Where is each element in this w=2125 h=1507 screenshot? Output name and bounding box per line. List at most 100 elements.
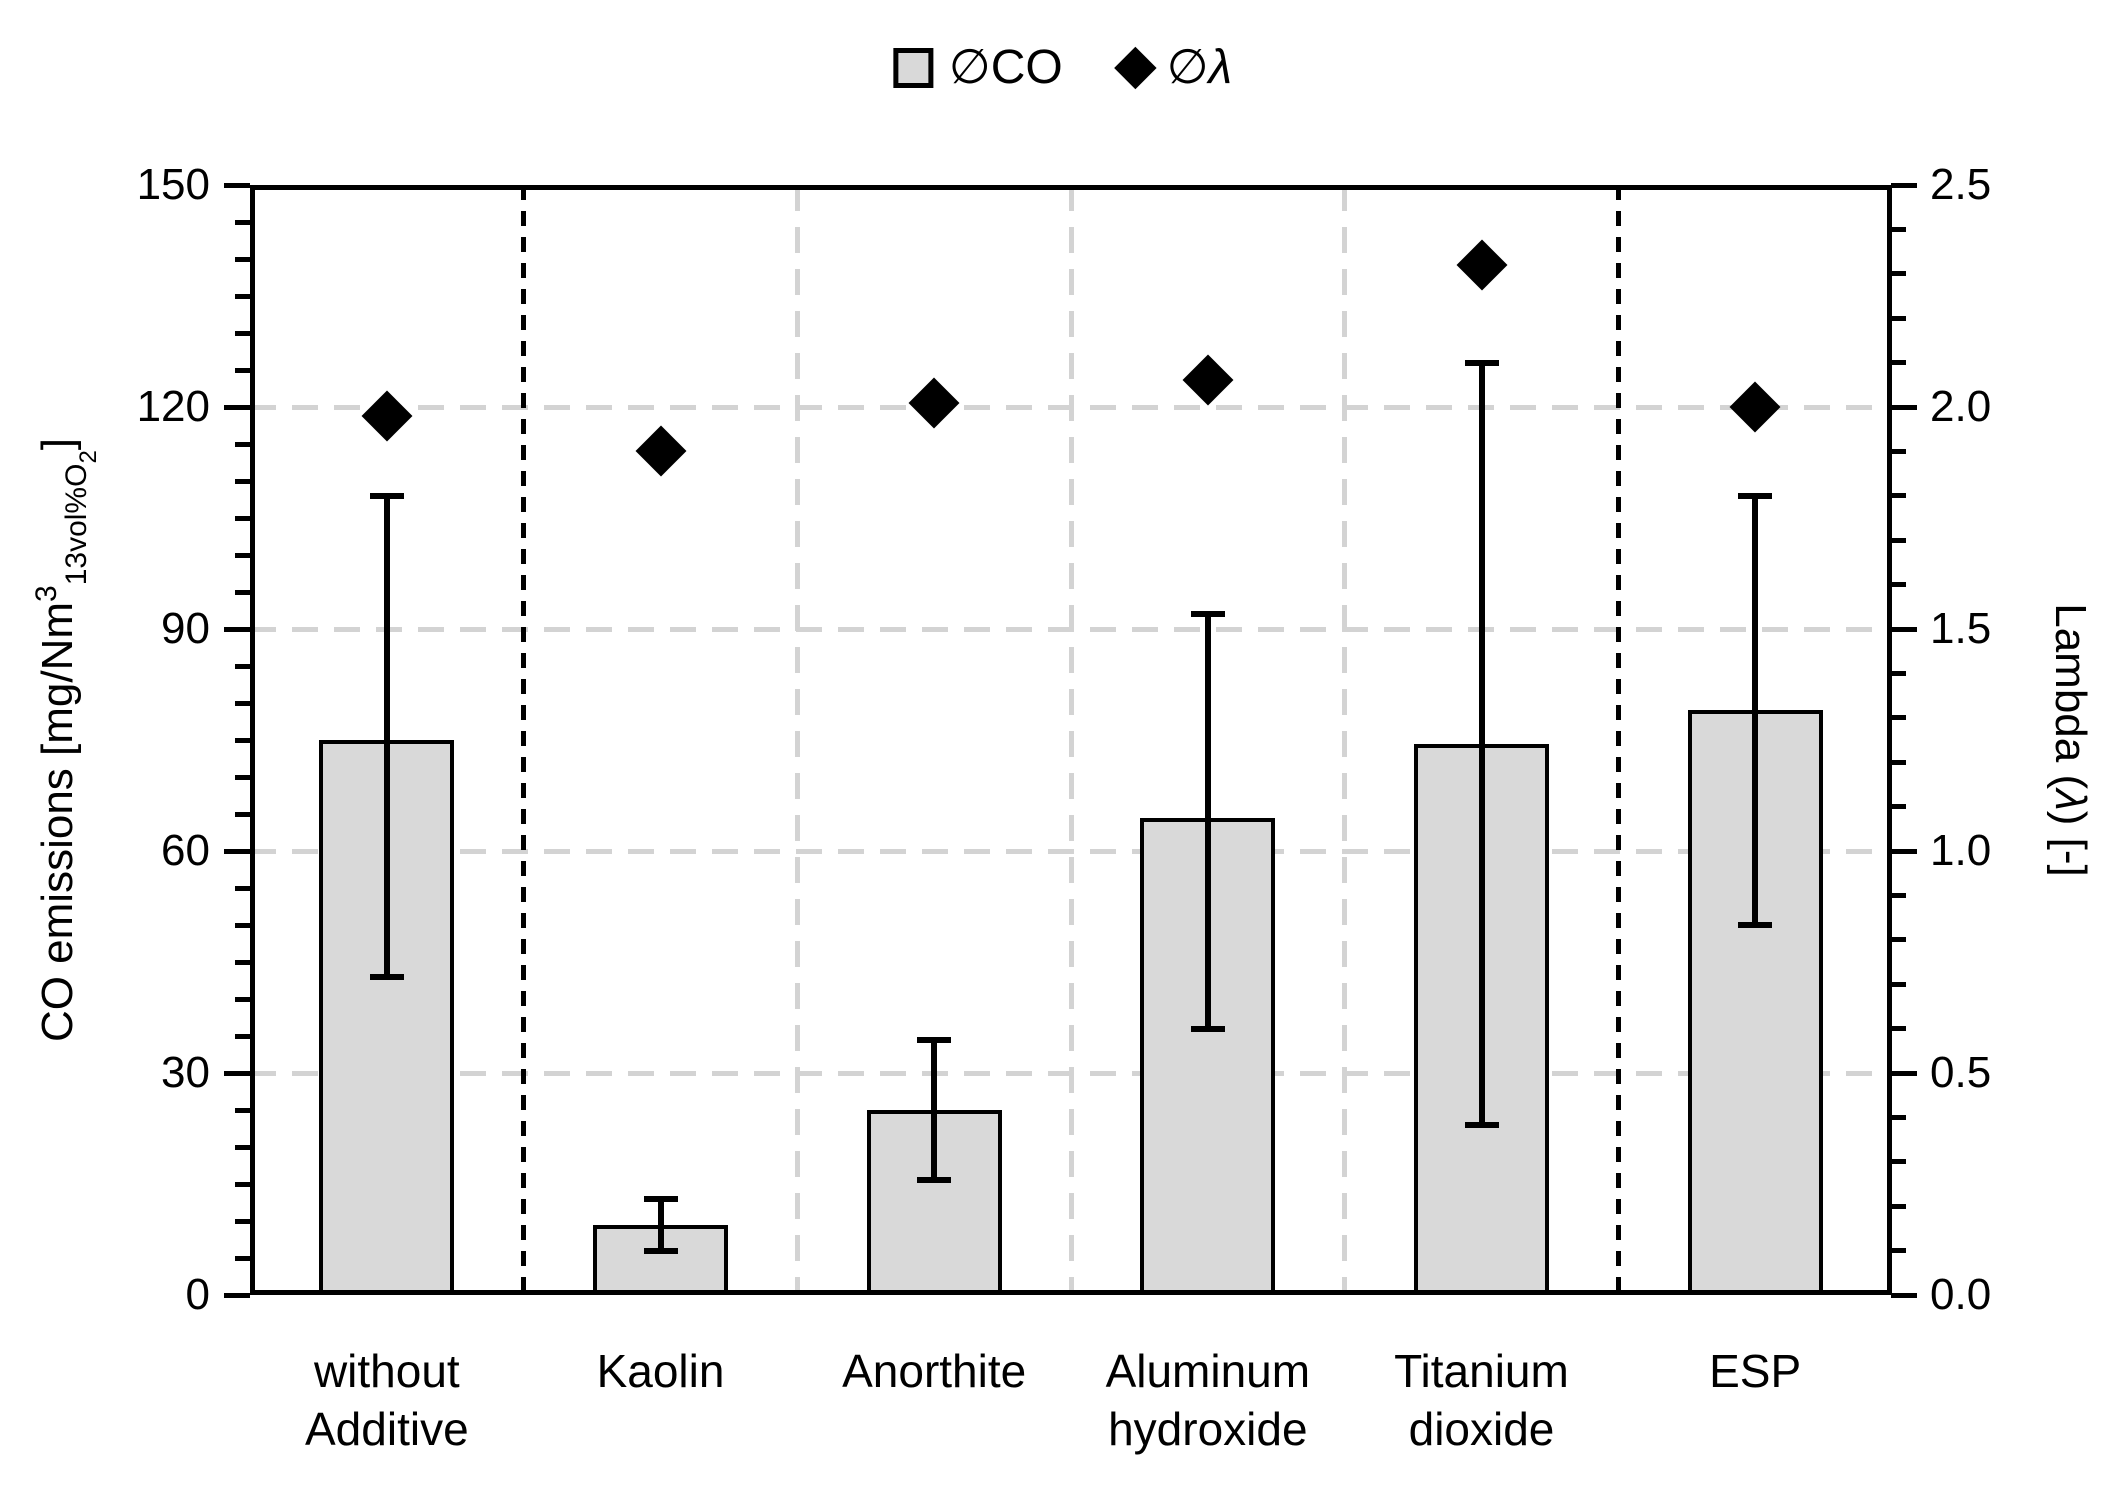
error-bar-anorthite: [931, 1039, 938, 1181]
lambda-marker-aluminum-hydroxide: [1182, 354, 1234, 406]
left-minor-tick-65: [235, 811, 250, 817]
right-minor-tick-4: [1891, 1114, 1906, 1120]
error-cap-bottom-titanium-dioxide: [1464, 1121, 1499, 1128]
left-minor-tick-20: [235, 1144, 250, 1150]
category-label-anorthite: Anorthite: [842, 1345, 1027, 1397]
error-cap-bottom-anorthite: [917, 1177, 952, 1184]
right-major-tick-10: [1891, 848, 1917, 854]
right-minor-tick-18: [1891, 493, 1906, 499]
legend: ∅CO ∅λ: [892, 44, 1232, 92]
left-minor-tick-80: [235, 700, 250, 706]
left-major-tick-0: [224, 1292, 250, 1298]
right-axis-title: Lambda (λ) [-]: [2045, 603, 2095, 877]
bar-swatch-icon: [892, 48, 933, 88]
lambda-marker-without-additive: [361, 390, 413, 442]
lambda-marker-kaolin: [635, 425, 686, 477]
right-major-tick-20: [1891, 404, 1917, 410]
category-label-kaolin: Kaolin: [596, 1345, 725, 1397]
right-tick-label-25: 2.5: [1930, 160, 1992, 209]
left-axis-title-post: ]: [33, 437, 82, 451]
category-label-esp: ESP: [1709, 1345, 1802, 1397]
right-minor-tick-13: [1891, 715, 1906, 721]
lambda-marker-anorthite: [908, 377, 960, 429]
left-minor-tick-140: [235, 256, 250, 262]
left-minor-tick-35: [235, 1033, 250, 1039]
left-axis-title-text: CO emissions [mg/Nm: [33, 601, 82, 1043]
v-gridline-gray-2: [794, 185, 800, 1295]
right-tick-label-5: 0.5: [1930, 1048, 1992, 1097]
right-minor-tick-9: [1891, 892, 1906, 898]
right-major-tick-25: [1891, 182, 1917, 188]
legend-label-lambda: ∅λ: [1167, 44, 1232, 92]
left-axis-title-sub: 13vol%O2: [60, 450, 102, 586]
error-bar-esp: [1752, 495, 1759, 925]
category-label-without-additive: without Additive: [305, 1345, 469, 1455]
right-minor-tick-23: [1891, 271, 1906, 277]
right-minor-tick-2: [1891, 1203, 1906, 1209]
left-tick-label-30: 30: [161, 1048, 210, 1097]
left-minor-tick-55: [235, 885, 250, 891]
left-minor-tick-85: [235, 663, 250, 669]
left-minor-tick-130: [235, 330, 250, 336]
left-minor-tick-70: [235, 774, 250, 780]
left-major-tick-90: [224, 626, 250, 632]
error-cap-bottom-kaolin: [643, 1247, 678, 1254]
left-tick-label-0: 0: [185, 1270, 210, 1319]
error-cap-top-anorthite: [917, 1036, 952, 1043]
left-major-tick-30: [224, 1070, 250, 1076]
right-minor-tick-16: [1891, 582, 1906, 588]
left-minor-tick-25: [235, 1107, 250, 1113]
left-minor-tick-135: [235, 293, 250, 299]
left-minor-tick-50: [235, 922, 250, 928]
legend-item-co: ∅CO: [892, 44, 1063, 92]
legend-lambda-prefix: ∅: [1166, 41, 1209, 94]
right-minor-tick-11: [1891, 804, 1906, 810]
left-minor-tick-15: [235, 1181, 250, 1187]
left-major-tick-150: [224, 182, 250, 188]
category-label-aluminum-hydroxide: Aluminum hydroxide: [1105, 1345, 1311, 1455]
right-minor-tick-7: [1891, 981, 1906, 987]
left-minor-tick-100: [235, 552, 250, 558]
right-axis-title-pre: Lambda (: [2046, 603, 2095, 790]
left-minor-tick-75: [235, 737, 250, 743]
lambda-marker-titanium-dioxide: [1456, 239, 1507, 291]
left-major-tick-60: [224, 848, 250, 854]
v-gridline-gray-3: [1068, 185, 1074, 1295]
right-minor-tick-22: [1891, 315, 1906, 321]
section-separator-1: [521, 185, 527, 1295]
left-minor-tick-115: [235, 441, 250, 447]
right-major-tick-5: [1891, 1070, 1917, 1076]
left-minor-tick-40: [235, 996, 250, 1002]
right-tick-label-0: 0.0: [1930, 1270, 1992, 1319]
right-axis-title-lambda: λ: [2046, 789, 2095, 811]
category-label-titanium-dioxide: Titanium dioxide: [1394, 1345, 1569, 1455]
error-cap-top-titanium-dioxide: [1464, 359, 1499, 366]
left-tick-label-60: 60: [161, 826, 210, 875]
right-minor-tick-19: [1891, 448, 1906, 454]
error-cap-top-without-additive: [369, 492, 404, 499]
left-minor-tick-110: [235, 478, 250, 484]
error-bar-aluminum-hydroxide: [1204, 614, 1211, 1029]
left-minor-tick-145: [235, 219, 250, 225]
left-minor-tick-45: [235, 959, 250, 965]
error-bar-without-additive: [383, 495, 390, 977]
left-minor-tick-105: [235, 515, 250, 521]
right-minor-tick-8: [1891, 937, 1906, 943]
right-axis-title-post: ) [-]: [2046, 810, 2095, 877]
right-minor-tick-21: [1891, 360, 1906, 366]
right-minor-tick-12: [1891, 759, 1906, 765]
error-cap-bottom-aluminum-hydroxide: [1190, 1025, 1225, 1032]
right-minor-tick-1: [1891, 1248, 1906, 1254]
lambda-marker-esp: [1729, 381, 1781, 433]
left-major-tick-120: [224, 404, 250, 410]
error-cap-bottom-esp: [1738, 922, 1773, 928]
right-major-tick-0: [1891, 1292, 1917, 1298]
left-minor-tick-5: [235, 1255, 250, 1261]
right-tick-label-10: 1.0: [1930, 826, 1992, 875]
left-tick-label-150: 150: [136, 160, 210, 209]
bar-anorthite: [866, 1110, 1002, 1295]
left-minor-tick-95: [235, 589, 250, 595]
right-tick-label-20: 2.0: [1930, 382, 1992, 431]
error-cap-bottom-without-additive: [369, 973, 404, 980]
